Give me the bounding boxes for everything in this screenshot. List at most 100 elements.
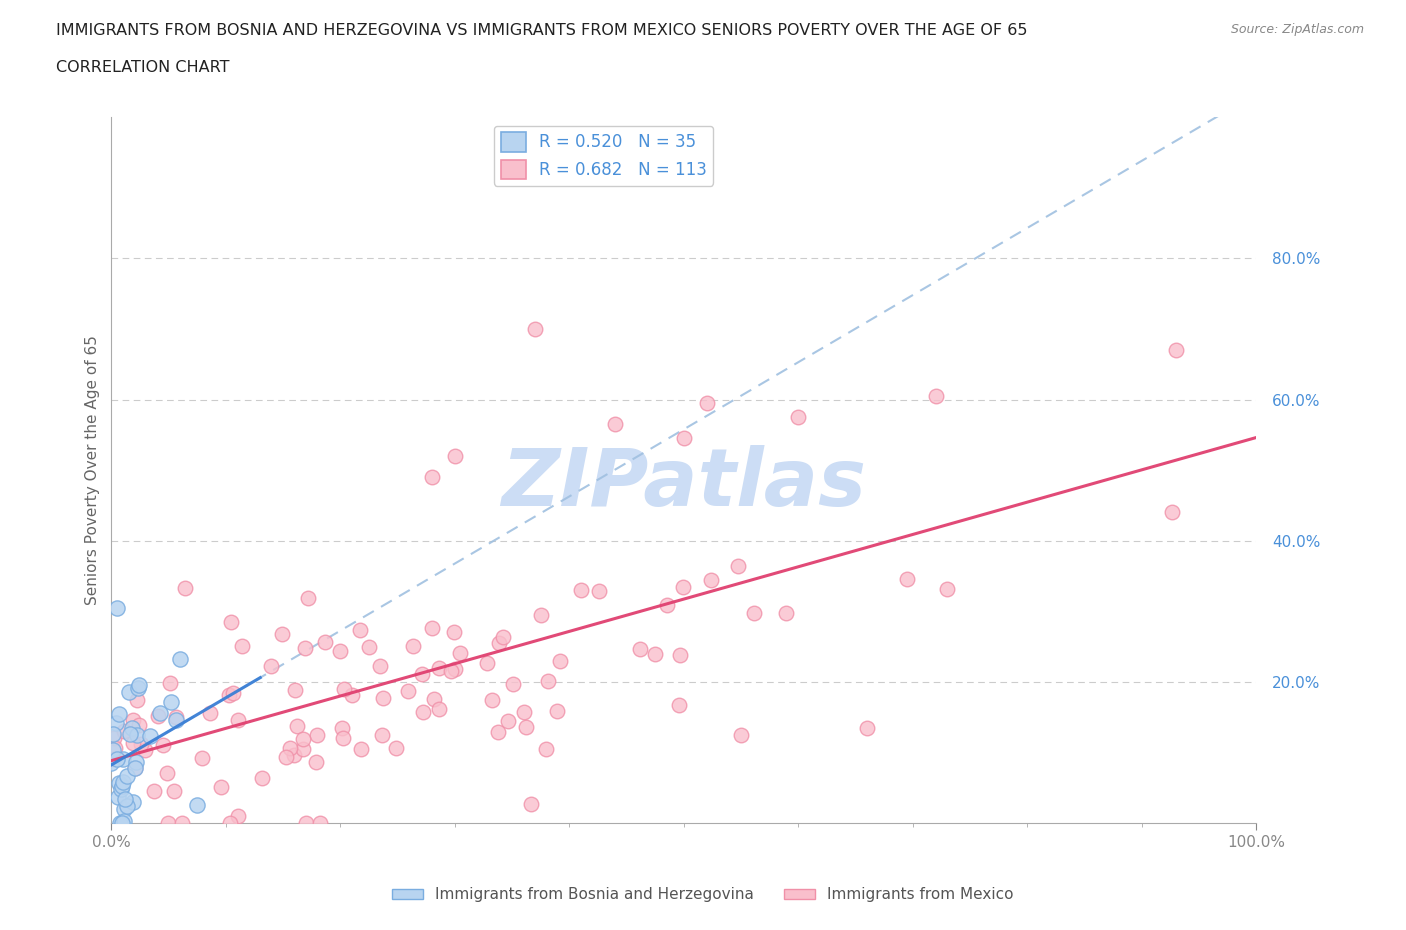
Point	[787, 410, 810, 425]
Point	[128, 717, 150, 732]
Point	[412, 704, 434, 719]
Point	[297, 591, 319, 605]
Point	[101, 726, 124, 741]
Point	[128, 678, 150, 693]
Point	[488, 724, 510, 739]
Point	[148, 709, 170, 724]
Point	[496, 714, 519, 729]
Point	[100, 755, 122, 770]
Point	[122, 713, 145, 728]
Point	[332, 731, 354, 746]
Point	[333, 681, 356, 696]
Point	[111, 751, 134, 766]
Point	[488, 636, 510, 651]
Point	[198, 705, 221, 720]
Point	[103, 740, 125, 755]
Point	[588, 584, 610, 599]
Point	[105, 751, 128, 766]
Point	[209, 779, 232, 794]
Point	[103, 752, 125, 767]
Point	[669, 647, 692, 662]
Point	[524, 322, 547, 337]
Point	[350, 742, 373, 757]
Point	[103, 731, 125, 746]
Point	[420, 470, 443, 485]
Legend: Immigrants from Bosnia and Herzegovina, Immigrants from Mexico: Immigrants from Bosnia and Herzegovina, …	[387, 882, 1019, 909]
Point	[672, 431, 695, 445]
Point	[105, 601, 128, 616]
Point	[292, 741, 315, 756]
Point	[546, 703, 568, 718]
Point	[231, 638, 253, 653]
Point	[644, 646, 666, 661]
Point	[118, 727, 141, 742]
Point	[143, 784, 166, 799]
Point	[314, 634, 336, 649]
Point	[742, 605, 765, 620]
Point	[219, 615, 242, 630]
Point	[668, 698, 690, 712]
Point	[104, 716, 127, 731]
Point	[108, 776, 131, 790]
Point	[502, 676, 524, 691]
Point	[110, 816, 132, 830]
Text: IMMIGRANTS FROM BOSNIA AND HERZEGOVINA VS IMMIGRANTS FROM MEXICO SENIORS POVERTY: IMMIGRANTS FROM BOSNIA AND HERZEGOVINA V…	[56, 23, 1028, 38]
Point	[402, 639, 425, 654]
Point	[427, 701, 450, 716]
Point	[440, 664, 463, 679]
Point	[285, 718, 308, 733]
Point	[292, 732, 315, 747]
Point	[444, 448, 467, 463]
Point	[357, 640, 380, 655]
Point	[156, 765, 179, 780]
Point	[165, 710, 187, 724]
Point	[924, 389, 946, 404]
Point	[443, 661, 465, 676]
Point	[159, 675, 181, 690]
Point	[385, 740, 408, 755]
Point	[170, 816, 193, 830]
Point	[125, 692, 148, 707]
Point	[605, 417, 627, 432]
Point	[174, 580, 197, 595]
Point	[569, 583, 592, 598]
Point	[492, 630, 515, 644]
Point	[112, 802, 135, 817]
Point	[250, 771, 273, 786]
Point	[730, 727, 752, 742]
Point	[856, 721, 879, 736]
Point	[330, 720, 353, 735]
Point	[107, 789, 129, 804]
Point	[270, 626, 292, 641]
Point	[122, 794, 145, 809]
Point	[121, 721, 143, 736]
Point	[127, 681, 149, 696]
Point	[186, 798, 208, 813]
Point	[536, 741, 558, 756]
Point	[260, 658, 283, 673]
Point	[124, 761, 146, 776]
Point	[340, 687, 363, 702]
Point	[134, 742, 156, 757]
Point	[896, 572, 918, 587]
Point	[727, 559, 749, 574]
Text: ZIPatlas: ZIPatlas	[502, 445, 866, 524]
Point	[530, 608, 553, 623]
Y-axis label: Seniors Poverty Over the Age of 65: Seniors Poverty Over the Age of 65	[86, 335, 100, 605]
Point	[111, 778, 134, 793]
Point	[124, 760, 146, 775]
Point	[226, 712, 249, 727]
Point	[427, 660, 450, 675]
Point	[672, 579, 695, 594]
Point	[191, 751, 214, 765]
Point	[165, 712, 187, 727]
Point	[118, 685, 141, 700]
Point	[373, 690, 395, 705]
Point	[309, 816, 332, 830]
Point	[515, 719, 537, 734]
Point	[305, 754, 328, 769]
Point	[696, 395, 718, 410]
Point	[935, 581, 957, 596]
Point	[481, 693, 503, 708]
Point	[112, 814, 135, 829]
